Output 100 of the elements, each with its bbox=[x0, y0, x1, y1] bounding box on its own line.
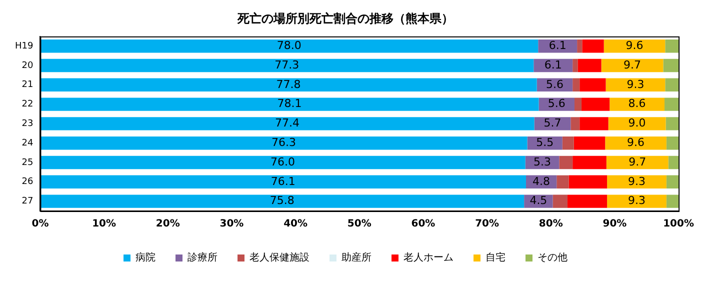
bar bbox=[570, 117, 580, 130]
data-label: 76.0 bbox=[270, 155, 296, 168]
bar bbox=[580, 78, 606, 92]
y-tick-label: 27 bbox=[22, 196, 34, 207]
bar bbox=[666, 136, 679, 150]
data-label: 4.5 bbox=[530, 194, 548, 208]
y-tick-label: 21 bbox=[22, 80, 34, 90]
data-label: 77.3 bbox=[274, 58, 300, 72]
legend-label: その他 bbox=[538, 252, 568, 264]
bar bbox=[666, 175, 679, 188]
legend-label: 助産所 bbox=[342, 252, 372, 264]
x-tick-label: 30% bbox=[220, 218, 244, 230]
y-tick-label: H19 bbox=[14, 41, 34, 52]
x-tick-label: 10% bbox=[92, 218, 116, 230]
bar bbox=[40, 58, 534, 72]
data-label: 9.3 bbox=[628, 174, 646, 188]
bar bbox=[552, 194, 568, 208]
data-label: 76.1 bbox=[270, 174, 296, 188]
data-label: 76.3 bbox=[271, 136, 296, 149]
bar bbox=[572, 58, 578, 72]
bar bbox=[572, 156, 606, 170]
data-label: 77.8 bbox=[276, 78, 301, 91]
bar bbox=[666, 194, 679, 208]
y-tick-label: 24 bbox=[22, 138, 34, 148]
bar bbox=[568, 175, 608, 188]
bar bbox=[610, 98, 665, 111]
data-label: 6.1 bbox=[544, 58, 562, 72]
bar bbox=[580, 117, 608, 130]
data-label: 5.6 bbox=[546, 78, 564, 91]
data-label: 78.0 bbox=[276, 38, 302, 52]
x-tick-label: 80% bbox=[538, 218, 563, 230]
bar bbox=[572, 78, 580, 92]
data-label: 6.1 bbox=[548, 38, 566, 52]
x-tick-label: 60% bbox=[411, 218, 436, 230]
bar bbox=[582, 40, 604, 53]
data-label: 9.6 bbox=[627, 136, 645, 149]
bar bbox=[601, 58, 664, 72]
y-tick-label: 23 bbox=[22, 119, 34, 130]
bar bbox=[40, 136, 528, 150]
data-label: 78.1 bbox=[277, 97, 302, 110]
bar bbox=[668, 156, 679, 170]
x-tick-label: 100% bbox=[663, 218, 694, 230]
data-label: 5.3 bbox=[534, 155, 552, 168]
data-label: 5.7 bbox=[544, 116, 562, 130]
data-label: 5.6 bbox=[548, 97, 566, 110]
bar bbox=[562, 136, 574, 150]
legend-label: 老人保健施設 bbox=[250, 252, 310, 264]
bar bbox=[559, 156, 573, 170]
bar bbox=[578, 58, 602, 72]
bar bbox=[40, 194, 524, 208]
bar bbox=[40, 78, 537, 92]
data-label: 9.6 bbox=[626, 38, 644, 52]
bar bbox=[574, 136, 606, 150]
legend-label: 自宅 bbox=[486, 252, 506, 264]
bar bbox=[605, 136, 666, 150]
data-label: 4.8 bbox=[532, 174, 550, 188]
data-label: 77.4 bbox=[275, 116, 300, 130]
bar bbox=[607, 194, 666, 208]
y-tick-label: 25 bbox=[22, 158, 34, 168]
data-label: 9.3 bbox=[626, 78, 644, 91]
chart-title: 死亡の場所別死亡割合の推移（熊本県） bbox=[236, 11, 454, 26]
legend-label: 老人ホーム bbox=[404, 252, 454, 264]
bar bbox=[666, 117, 679, 130]
y-tick-label: 26 bbox=[22, 177, 34, 188]
bar bbox=[665, 78, 679, 92]
data-label: 5.5 bbox=[536, 136, 554, 149]
y-tick-label: 20 bbox=[22, 60, 34, 71]
x-tick-label: 0% bbox=[32, 218, 49, 230]
bar bbox=[582, 98, 610, 111]
data-label: 75.8 bbox=[270, 194, 294, 208]
y-tick-label: 22 bbox=[22, 100, 34, 110]
bar bbox=[664, 98, 679, 111]
bar bbox=[40, 117, 534, 130]
x-tick-label: 50% bbox=[347, 218, 372, 230]
bar bbox=[556, 175, 569, 188]
data-label: 8.6 bbox=[628, 97, 646, 110]
bar bbox=[567, 194, 608, 208]
data-label: 9.7 bbox=[624, 58, 642, 72]
bar bbox=[577, 40, 582, 53]
bar bbox=[40, 98, 539, 111]
bar bbox=[40, 40, 538, 53]
bar bbox=[606, 78, 666, 92]
data-label: 9.3 bbox=[628, 194, 646, 208]
bar bbox=[606, 156, 668, 170]
bar bbox=[574, 98, 582, 111]
bar bbox=[663, 58, 679, 72]
bar bbox=[40, 175, 526, 188]
data-label: 9.0 bbox=[628, 116, 646, 130]
legend-label: 診療所 bbox=[188, 252, 218, 264]
x-tick-label: 90% bbox=[602, 218, 627, 230]
x-tick-label: 40% bbox=[284, 218, 308, 230]
data-label: 9.7 bbox=[628, 155, 646, 168]
bar bbox=[604, 40, 666, 53]
x-tick-label: 20% bbox=[156, 218, 180, 230]
legend-label: 病院 bbox=[136, 252, 156, 264]
bar bbox=[534, 117, 571, 130]
bar bbox=[665, 40, 679, 53]
x-tick-label: 70% bbox=[475, 218, 500, 230]
bar bbox=[40, 156, 526, 170]
bar bbox=[607, 175, 666, 188]
